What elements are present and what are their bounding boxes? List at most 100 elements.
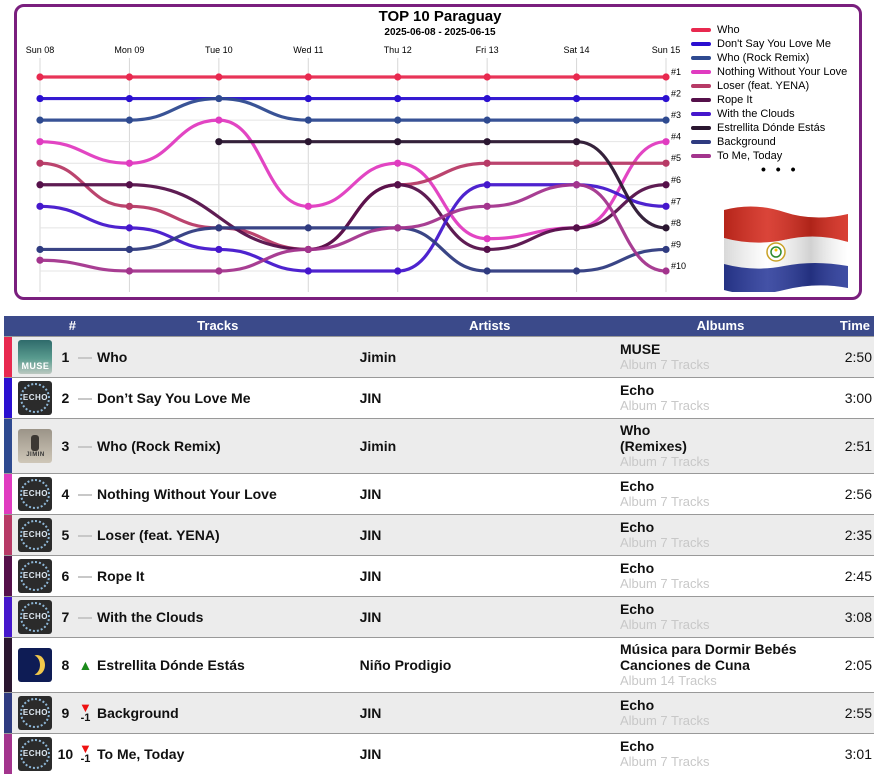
chart-title: TOP 10 Paraguay (378, 8, 502, 25)
rank-down-icon: ▼ (79, 740, 92, 756)
album-cover[interactable]: ECHO (18, 517, 53, 552)
album-info[interactable]: Who (Remixes) Album 7 Tracks (620, 418, 821, 473)
legend-item[interactable]: To Me, Today (691, 149, 861, 163)
album-info[interactable]: Echo Album 7 Tracks (620, 596, 821, 637)
artist-name[interactable]: JIN (359, 485, 382, 502)
track-title[interactable]: With the Clouds (96, 608, 204, 625)
album-info[interactable]: MUSE Album 7 Tracks (620, 336, 821, 377)
table-row[interactable]: ECHO 9 ▼ -1 Background JIN Echo Album 7 Tracks 2… (4, 692, 874, 733)
table-row[interactable]: JIMIN 3 Who (Rock Remix) Jimin Who (Remixes) A… (4, 418, 874, 473)
album-cover-text: ECHO (22, 749, 49, 759)
album-cover[interactable]: ECHO (18, 736, 53, 771)
track-duration: 2:51 (844, 437, 872, 454)
rank-change: ▼ -1 (76, 733, 95, 774)
album-info[interactable]: Echo Album 7 Tracks (620, 733, 821, 774)
artist-name[interactable]: Jimin (359, 437, 397, 454)
legend-label: Estrellita Dónde Estás (717, 122, 826, 134)
series-point (572, 181, 581, 189)
track-title[interactable]: Loser (feat. YENA) (96, 526, 220, 543)
album-title: MUSE (619, 340, 661, 357)
series-line (38, 96, 668, 122)
series-point (394, 138, 402, 146)
rank-up-icon: ▲ (78, 656, 93, 673)
album-cover[interactable]: MUSE (18, 339, 53, 374)
album-cover[interactable]: ECHO (18, 476, 53, 511)
rank-down-icon: ▼ (79, 699, 92, 715)
legend-item[interactable]: Who (Rock Remix) (691, 51, 861, 65)
table-row[interactable]: ECHO 4 Nothing Without Your Love JIN Echo Alb… (4, 473, 874, 514)
album-cover[interactable]: ECHO (18, 695, 53, 730)
legend-item[interactable]: Rope It (691, 93, 861, 107)
track-title[interactable]: Nothing Without Your Love (96, 485, 277, 502)
artist-name[interactable]: JIN (359, 608, 382, 625)
legend-item[interactable]: Who (691, 23, 861, 37)
album-info[interactable]: Echo Album 7 Tracks (620, 514, 821, 555)
track-title[interactable]: Don’t Say You Love Me (96, 389, 251, 406)
series-point (36, 138, 44, 146)
x-tick-label: Sun 15 (652, 45, 681, 55)
album-cover-cell: ECHO (12, 555, 54, 596)
legend-item[interactable]: Don't Say You Love Me (691, 37, 861, 51)
rank-number: 2 (61, 389, 70, 406)
table-row[interactable]: ECHO 7 With the Clouds JIN Echo Album 7 Track… (4, 596, 874, 637)
album-info[interactable]: Echo Album 7 Tracks (620, 473, 821, 514)
legend-item[interactable]: Loser (feat. YENA) (691, 79, 861, 93)
series-point (662, 116, 670, 124)
table-row[interactable]: ECHO 10 ▼ -1 To Me, Today JIN Echo Album 7 Trac… (4, 733, 874, 774)
album-cover-text: ECHO (22, 708, 49, 717)
legend-item[interactable]: Estrellita Dónde Estás (691, 121, 861, 135)
legend-swatch (691, 126, 711, 130)
album-cover[interactable]: ECHO (18, 380, 53, 415)
series-point (662, 159, 670, 167)
album-info[interactable]: Música para Dormir Bebés Canciones de Cu… (620, 637, 821, 692)
album-cover[interactable]: JIMIN (18, 428, 53, 463)
tracks-table: # Tracks Artists Albums Time MUSE 1 Who Jim… (4, 316, 874, 774)
y-tick-label: #9 (671, 239, 681, 249)
album-info[interactable]: Echo Album 7 Tracks (620, 555, 821, 596)
table-header: # Tracks Artists Albums Time (4, 316, 874, 336)
rank-change (76, 473, 95, 514)
table-row[interactable]: ECHO 5 Loser (feat. YENA) JIN Echo Album 7 Tr… (4, 514, 874, 555)
legend-swatch (691, 154, 711, 158)
track-title[interactable]: Background (96, 704, 179, 721)
legend-item[interactable]: With the Clouds (691, 107, 861, 121)
legend-more-indicator[interactable]: • • • (761, 161, 799, 177)
artist-name[interactable]: Jimin (359, 348, 397, 365)
track-title[interactable]: Estrellita Dónde Estás (96, 656, 245, 673)
album-cover[interactable]: ECHO (18, 599, 53, 634)
table-row[interactable]: ECHO 2 Don’t Say You Love Me JIN Echo Album 7… (4, 377, 874, 418)
track-title[interactable]: Rope It (96, 567, 145, 584)
series-point (125, 94, 134, 103)
legend-item[interactable]: Background (691, 135, 861, 149)
table-row[interactable]: MUSE 1 Who Jimin MUSE Album 7 Tracks 2:50 (4, 336, 874, 377)
legend-item[interactable]: Nothing Without Your Love (691, 65, 861, 79)
artist-name[interactable]: JIN (359, 704, 382, 721)
artist-name[interactable]: Niño Prodigio (359, 656, 452, 673)
series-point (215, 224, 223, 232)
series-point (572, 94, 581, 103)
artist-name[interactable]: JIN (359, 567, 382, 584)
row-color-bar (4, 733, 13, 774)
series-point (483, 235, 491, 243)
table-row[interactable]: ECHO 6 Rope It JIN Echo Album 7 Tracks 2:45 (4, 555, 874, 596)
track-title[interactable]: Who (Rock Remix) (96, 437, 221, 454)
album-cover[interactable] (18, 647, 53, 682)
album-cover-cell: ECHO (12, 596, 54, 637)
series-point (394, 116, 402, 124)
series-point (483, 267, 491, 275)
album-info[interactable]: Echo Album 7 Tracks (620, 692, 821, 733)
series-point (662, 94, 670, 103)
track-title[interactable]: To Me, Today (96, 745, 185, 762)
album-cover[interactable]: ECHO (18, 558, 53, 593)
table-row[interactable]: 8 ▲ Estrellita Dónde Estás Niño Prodigio Mús… (4, 637, 874, 692)
album-info[interactable]: Echo Album 7 Tracks (620, 377, 821, 418)
legend-swatch (691, 112, 711, 116)
series-point (483, 94, 491, 103)
series-point (483, 181, 491, 189)
artist-name[interactable]: JIN (359, 745, 382, 762)
track-title[interactable]: Who (96, 348, 128, 365)
artist-name[interactable]: JIN (359, 526, 382, 543)
y-tick-label: #7 (671, 196, 681, 206)
y-tick-label: #10 (671, 261, 686, 271)
artist-name[interactable]: JIN (359, 389, 382, 406)
